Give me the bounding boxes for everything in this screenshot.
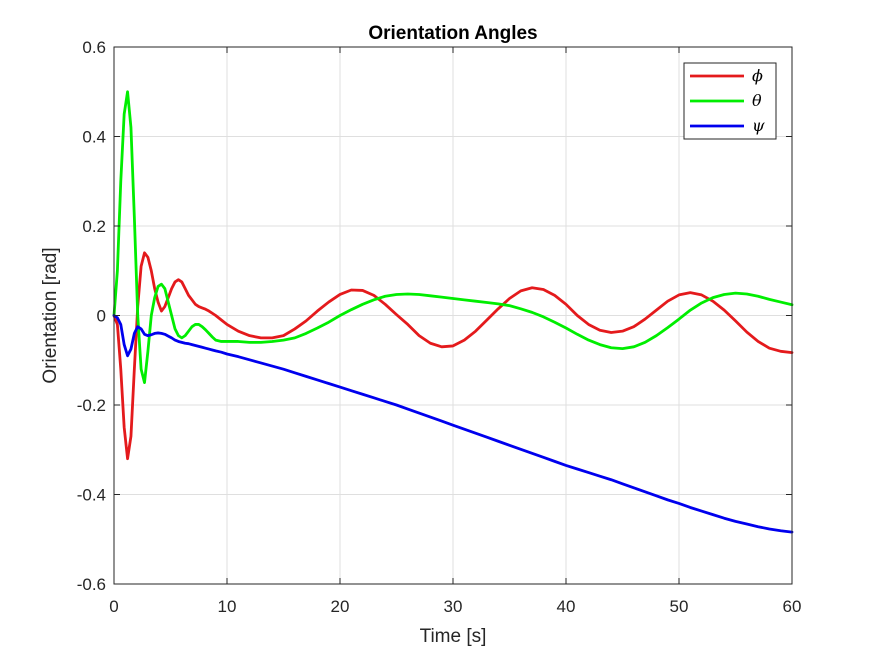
x-tick-label: 50	[670, 597, 689, 616]
y-tick-label: 0	[97, 307, 106, 326]
x-axis-label: Time [s]	[420, 626, 487, 647]
y-tick-label: -0.2	[77, 396, 106, 415]
axis-ticks	[113, 46, 793, 585]
legend-label-2: ψ	[752, 116, 765, 135]
series-line-1	[112, 90, 794, 385]
y-tick-labels: -0.6 -0.4 -0.2 0 0.2 0.4 0.6	[77, 38, 106, 594]
x-tick-labels: 0 10 20 30 40 50 60	[109, 597, 801, 616]
x-tick-label: 0	[109, 597, 118, 616]
y-axis-label: Orientation [rad]	[40, 247, 61, 383]
series-line-2	[112, 314, 794, 534]
chart-title: Orientation Angles	[368, 23, 537, 44]
x-tick-label: 30	[444, 597, 463, 616]
x-tick-label: 60	[783, 597, 802, 616]
legend-label-1: θ	[752, 91, 762, 110]
x-tick-label: 40	[557, 597, 576, 616]
legend-label-0: ϕ	[752, 66, 763, 85]
y-tick-label: 0.2	[82, 217, 106, 236]
legend: ϕθψ	[683, 62, 777, 140]
x-tick-label: 20	[331, 597, 350, 616]
x-tick-label: 10	[218, 597, 237, 616]
y-tick-label: 0.4	[82, 128, 106, 147]
series-lines	[112, 90, 794, 534]
y-tick-label: 0.6	[82, 38, 106, 57]
y-tick-label: -0.4	[77, 486, 106, 505]
y-tick-label: -0.6	[77, 575, 106, 594]
series-line-0	[112, 251, 794, 461]
